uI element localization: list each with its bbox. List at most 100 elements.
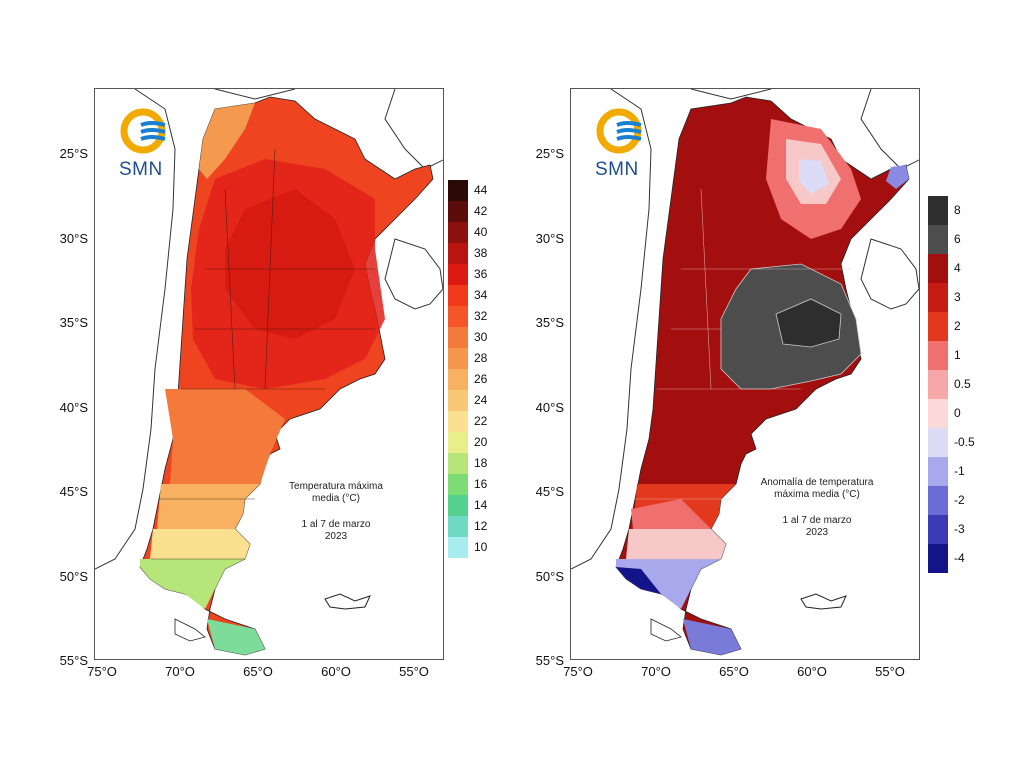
colorbar-label: 40 — [474, 224, 488, 239]
colorbar-segment — [448, 495, 468, 516]
colorbar-segment — [928, 544, 948, 573]
colorbar-segment — [928, 312, 948, 341]
colorbar-label: 26 — [474, 371, 488, 386]
smn-logo-text: SMN — [119, 159, 163, 180]
latitude-tick-label: 35°S — [535, 315, 564, 330]
colorbar-label: 3 — [954, 289, 961, 304]
colorbar-segment — [928, 283, 948, 312]
latitude-tick-label: 40°S — [535, 399, 564, 415]
temperature-anomaly-map-panel: SMN Anomalía de temperatura máxima media… — [536, 88, 920, 679]
smn-logo: SMN — [595, 107, 665, 187]
colorbar-label: 18 — [474, 455, 488, 470]
colorbar-segment — [448, 201, 468, 222]
latitude-tick-label: 25°S — [535, 146, 564, 161]
longitude-tick-label: 75°O — [563, 664, 593, 679]
colorbar-label: 44 — [474, 182, 488, 197]
colorbar-label: 20 — [474, 434, 488, 449]
colorbar-label: 30 — [474, 329, 488, 344]
map-title-line1: Temperatura máxima — [289, 481, 383, 492]
colorbar-label: 10 — [474, 539, 488, 554]
colorbar-segment — [448, 306, 468, 327]
latitude-tick-label: 30°S — [59, 230, 88, 246]
colorbar-label: 2 — [954, 318, 961, 333]
latitude-tick-label: 45°S — [535, 484, 564, 499]
colorbar-segment — [448, 516, 468, 537]
colorbar-segment — [928, 196, 948, 225]
colorbar-label: 36 — [474, 266, 488, 281]
latitude-tick-label: 45°S — [59, 484, 88, 499]
map-title: Anomalía de temperatura máxima media (°C… — [747, 477, 887, 539]
colorbar-segment — [448, 180, 468, 201]
colorbar-segment — [448, 243, 468, 264]
latitude-tick-label: 30°S — [535, 230, 564, 246]
colorbar-label: -0.5 — [954, 434, 975, 449]
colorbar-segment — [448, 537, 468, 558]
colorbar-label: 0.5 — [954, 376, 971, 391]
map-year: 2023 — [805, 527, 829, 538]
colorbar-segment — [448, 390, 468, 411]
map-title: Temperatura máxima media (°C) 1 al 7 de … — [271, 481, 401, 543]
colorbar-segment — [928, 428, 948, 457]
longitude-tick-label: 70°O — [641, 664, 671, 679]
colorbar-segment — [928, 515, 948, 544]
colorbar-segment — [448, 453, 468, 474]
colorbar-label: 6 — [954, 231, 961, 246]
colorbar-label: 0 — [954, 405, 961, 420]
anomaly-colorbar: 8 6 4 3 2 1 0.5 0 -0.5 -1 -2 -3 -4 — [928, 196, 975, 573]
colorbar-label: 14 — [474, 497, 488, 512]
smn-logo-text: SMN — [595, 159, 639, 180]
colorbar-segment — [928, 457, 948, 486]
colorbar-label: 38 — [474, 245, 488, 260]
colorbar-segment — [448, 369, 468, 390]
colorbar-segment — [448, 348, 468, 369]
colorbar-segment — [448, 327, 468, 348]
longitude-tick-label: 60°O — [321, 664, 351, 679]
map-title-line1: Anomalía de temperatura — [760, 477, 874, 488]
colorbar-segment — [928, 341, 948, 370]
colorbar-label: -3 — [954, 521, 965, 536]
colorbar-segment — [448, 285, 468, 306]
max-temperature-map-panel: SMN Temperatura máxima media (°C) 1 al 7… — [60, 88, 444, 679]
latitude-tick-label: 55°S — [535, 653, 564, 668]
colorbar-segment — [928, 370, 948, 399]
colorbar-label: 24 — [474, 392, 488, 407]
colorbar-label: 1 — [954, 347, 961, 362]
colorbar-segment — [448, 411, 468, 432]
map-period: 1 al 7 de marzo — [301, 519, 371, 530]
colorbar-label: -4 — [954, 550, 965, 565]
colorbar-label: -1 — [954, 463, 965, 478]
max-temperature-map: SMN Temperatura máxima media (°C) 1 al 7… — [94, 88, 444, 660]
latitude-tick-label: 50°S — [535, 568, 564, 584]
longitude-tick-label: 65°O — [243, 664, 273, 679]
longitude-tick-label: 55°O — [875, 664, 905, 679]
max-temperature-map-graphic — [95, 89, 443, 656]
colorbar-label: 12 — [474, 518, 488, 533]
longitude-tick-label: 55°O — [399, 664, 429, 679]
latitude-tick-label: 35°S — [59, 315, 88, 330]
colorbar-label: 34 — [474, 287, 488, 302]
colorbar-segment — [448, 222, 468, 243]
colorbar-segment — [448, 474, 468, 495]
colorbar-label: 16 — [474, 476, 488, 491]
colorbar-label: 28 — [474, 350, 488, 365]
map-title-line2: máxima media (°C) — [774, 489, 860, 500]
map-period: 1 al 7 de marzo — [782, 515, 852, 526]
colorbar-segment — [448, 264, 468, 285]
colorbar-segment — [928, 225, 948, 254]
latitude-tick-label: 50°S — [59, 568, 88, 584]
temperature-anomaly-map: SMN Anomalía de temperatura máxima media… — [570, 88, 920, 660]
colorbar-label: 32 — [474, 308, 488, 323]
latitude-tick-label: 55°S — [59, 653, 88, 668]
smn-logo-icon — [120, 108, 166, 154]
longitude-tick-label: 75°O — [87, 664, 117, 679]
colorbar-segment — [928, 399, 948, 428]
longitude-tick-label: 65°O — [719, 664, 749, 679]
smn-logo: SMN — [119, 107, 189, 187]
colorbar-label: -2 — [954, 492, 965, 507]
colorbar-label: 4 — [954, 260, 961, 275]
latitude-tick-label: 40°S — [59, 399, 88, 415]
colorbar-label: 8 — [954, 202, 961, 217]
longitude-tick-label: 70°O — [165, 664, 195, 679]
colorbar-segment — [928, 486, 948, 515]
longitude-tick-label: 60°O — [797, 664, 827, 679]
